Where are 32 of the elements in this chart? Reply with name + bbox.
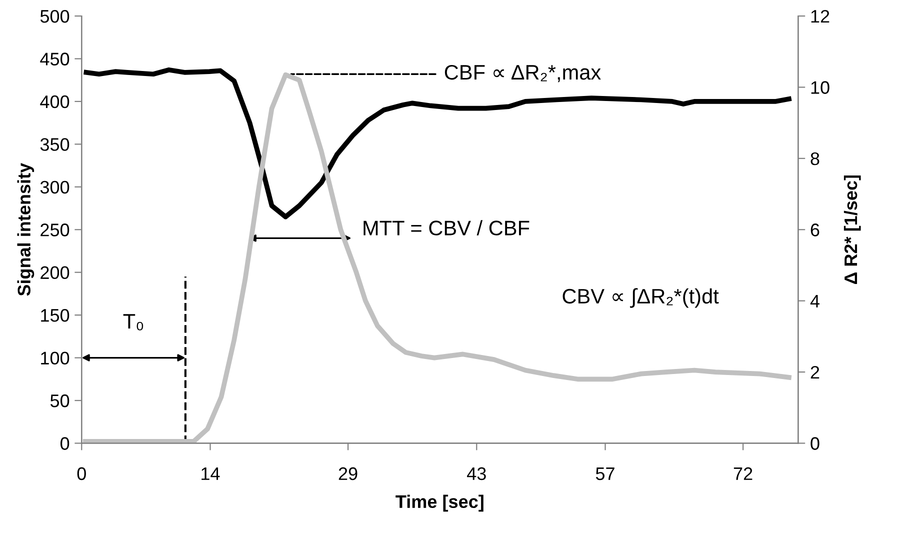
y-tick-label: 150	[41, 308, 70, 322]
x-tick-label: 29	[338, 467, 358, 480]
x-tick-label: 0	[77, 467, 86, 480]
y-tick-label: 0	[60, 437, 70, 450]
annotation: CBV ∝ ∫ΔR₂*(t)dt	[562, 288, 719, 308]
annotation: MTT = CBV / CBF	[364, 220, 530, 236]
x-axis-title: Time [sec]	[396, 494, 484, 512]
y-tick-label: 300	[40, 180, 70, 194]
y2-tick-label: 4	[810, 294, 820, 308]
y2-tick-label: 2	[810, 366, 820, 379]
y2-tick-label: 12	[811, 10, 830, 23]
y-tick-label: 350	[40, 138, 70, 151]
x-tick-label: 57	[596, 467, 614, 480]
y2-tick-label: 0	[810, 437, 820, 450]
x-tick-label: 72	[734, 467, 752, 480]
y2-tick-label: 8	[810, 152, 820, 166]
y-axis-title: Signal intensity	[17, 162, 34, 296]
y-tick-label: 250	[40, 224, 70, 236]
y-tick-label: 500	[40, 10, 70, 23]
annotation: T₀	[123, 314, 144, 330]
y-tick-label: 50	[50, 394, 70, 408]
y2-axis-title: Δ R2* [1/sec]	[844, 175, 861, 284]
y2-tick-label: 10	[811, 81, 830, 94]
y-tick-label: 450	[40, 52, 70, 66]
y-tick-label: 100	[41, 352, 70, 364]
x-tick-label: 43	[467, 467, 486, 480]
annotation: CBF ∝ ΔR₂*,max	[444, 64, 601, 82]
y2-tick-label: 6	[810, 224, 820, 236]
y-tick-label: 200	[40, 266, 70, 280]
x-tick-label: 14	[202, 467, 220, 480]
line-series	[84, 67, 792, 220]
y-tick-label: 400	[40, 95, 70, 108]
